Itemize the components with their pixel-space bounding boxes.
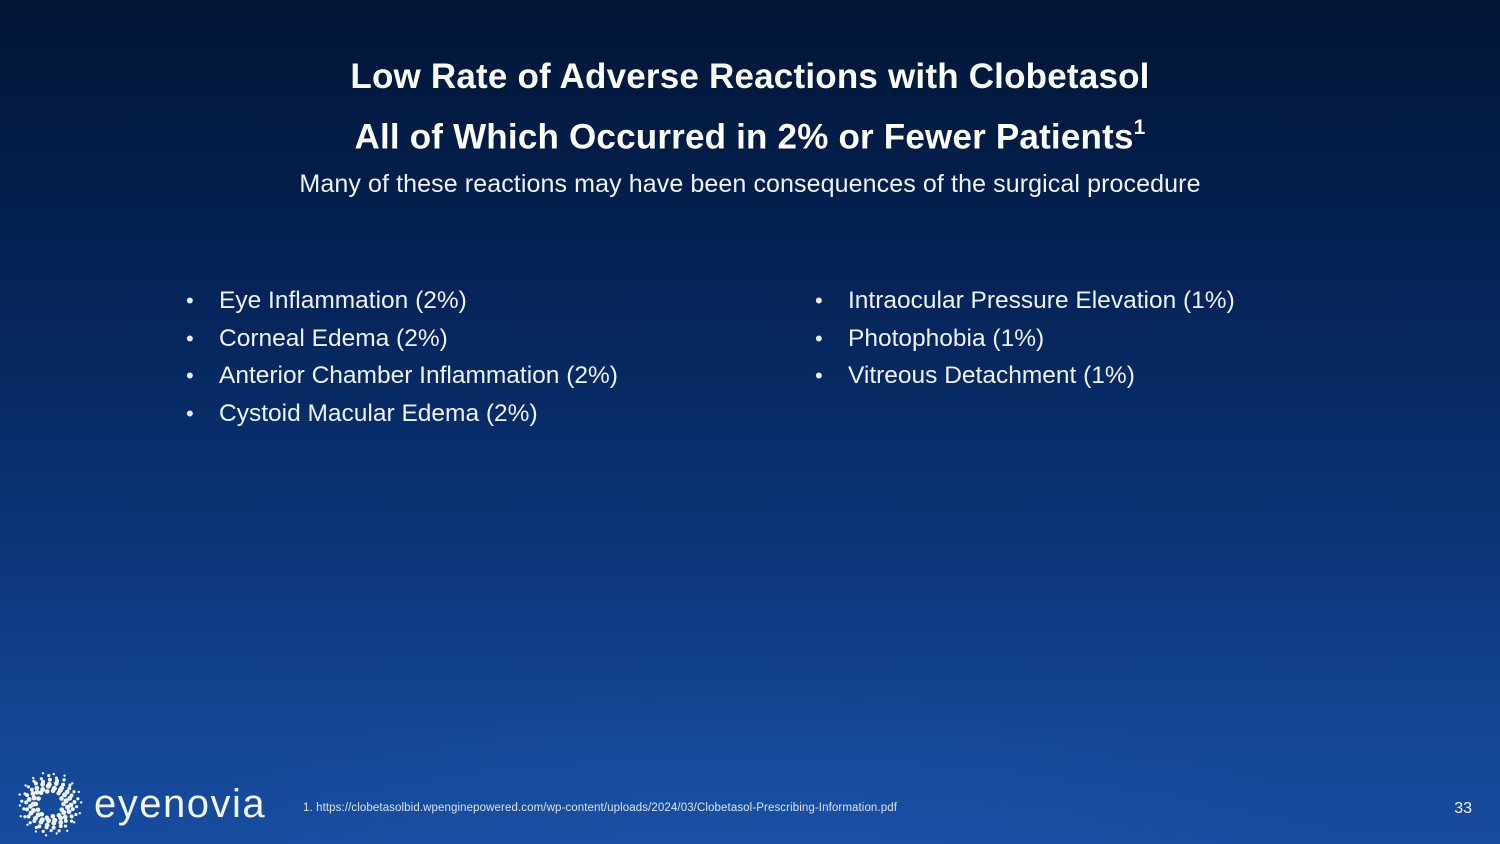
- list-item: • Corneal Edema (2%): [186, 320, 815, 358]
- list-item: • Vitreous Detachment (1%): [815, 357, 1440, 395]
- eyenovia-sunburst-icon: [18, 772, 83, 837]
- bullet-text: Photophobia (1%): [848, 324, 1045, 352]
- bullet-text: Intraocular Pressure Elevation (1%): [848, 287, 1235, 314]
- list-item: • Photophobia (1%): [815, 320, 1440, 358]
- bullet-list-left: • Eye Inflammation (2%) • Corneal Edema …: [186, 282, 815, 432]
- bullet-text: Corneal Edema (2%): [219, 324, 448, 352]
- slide-subtitle: Many of these reactions may have been co…: [299, 169, 1201, 198]
- footer: eyenovia 1. https://clobetasolbid.wpengi…: [0, 754, 1500, 844]
- slide-title-line-2: All of Which Occurred in 2% or Fewer Pat…: [0, 103, 1500, 164]
- bullet-column-left: • Eye Inflammation (2%) • Corneal Edema …: [186, 282, 815, 432]
- bullet-icon: •: [186, 363, 194, 388]
- bullet-column-right: • Intraocular Pressure Elevation (1%) • …: [815, 282, 1440, 432]
- bullet-list-right: • Intraocular Pressure Elevation (1%) • …: [815, 282, 1440, 395]
- bullet-text: Vitreous Detachment (1%): [848, 362, 1135, 389]
- bullet-text: Anterior Chamber Inflammation (2%): [219, 362, 618, 389]
- list-item: • Intraocular Pressure Elevation (1%): [815, 282, 1440, 320]
- title-block: Low Rate of Adverse Reactions with Clobe…: [0, 50, 1500, 199]
- bullet-icon: •: [186, 400, 194, 426]
- page-number: 33: [1454, 800, 1472, 817]
- footnote-reference: 1. https://clobetasolbid.wpenginepowered…: [303, 802, 898, 814]
- eyenovia-logo-wordmark: eyenovia: [94, 781, 267, 826]
- bullet-text: Cystoid Macular Edema (2%): [219, 399, 538, 427]
- bullet-icon: •: [186, 325, 194, 351]
- slide-title-line-2-text: All of Which Occurred in 2% or Fewer Pat…: [354, 117, 1134, 157]
- bullet-icon: •: [186, 288, 194, 313]
- bullet-icon: •: [815, 363, 823, 388]
- list-item: • Eye Inflammation (2%): [186, 282, 815, 320]
- bullet-icon: •: [815, 288, 823, 313]
- bullet-icon: •: [815, 325, 823, 351]
- list-item: • Cystoid Macular Edema (2%): [186, 395, 815, 433]
- bullet-text: Eye Inflammation (2%): [219, 287, 467, 314]
- list-item: • Anterior Chamber Inflammation (2%): [186, 357, 815, 395]
- title-footnote-reference: 1: [1133, 116, 1146, 139]
- bullets-area: • Eye Inflammation (2%) • Corneal Edema …: [186, 282, 1440, 432]
- eyenovia-logo: eyenovia: [16, 770, 266, 838]
- slide-title-line-1: Low Rate of Adverse Reactions with Clobe…: [350, 57, 1150, 96]
